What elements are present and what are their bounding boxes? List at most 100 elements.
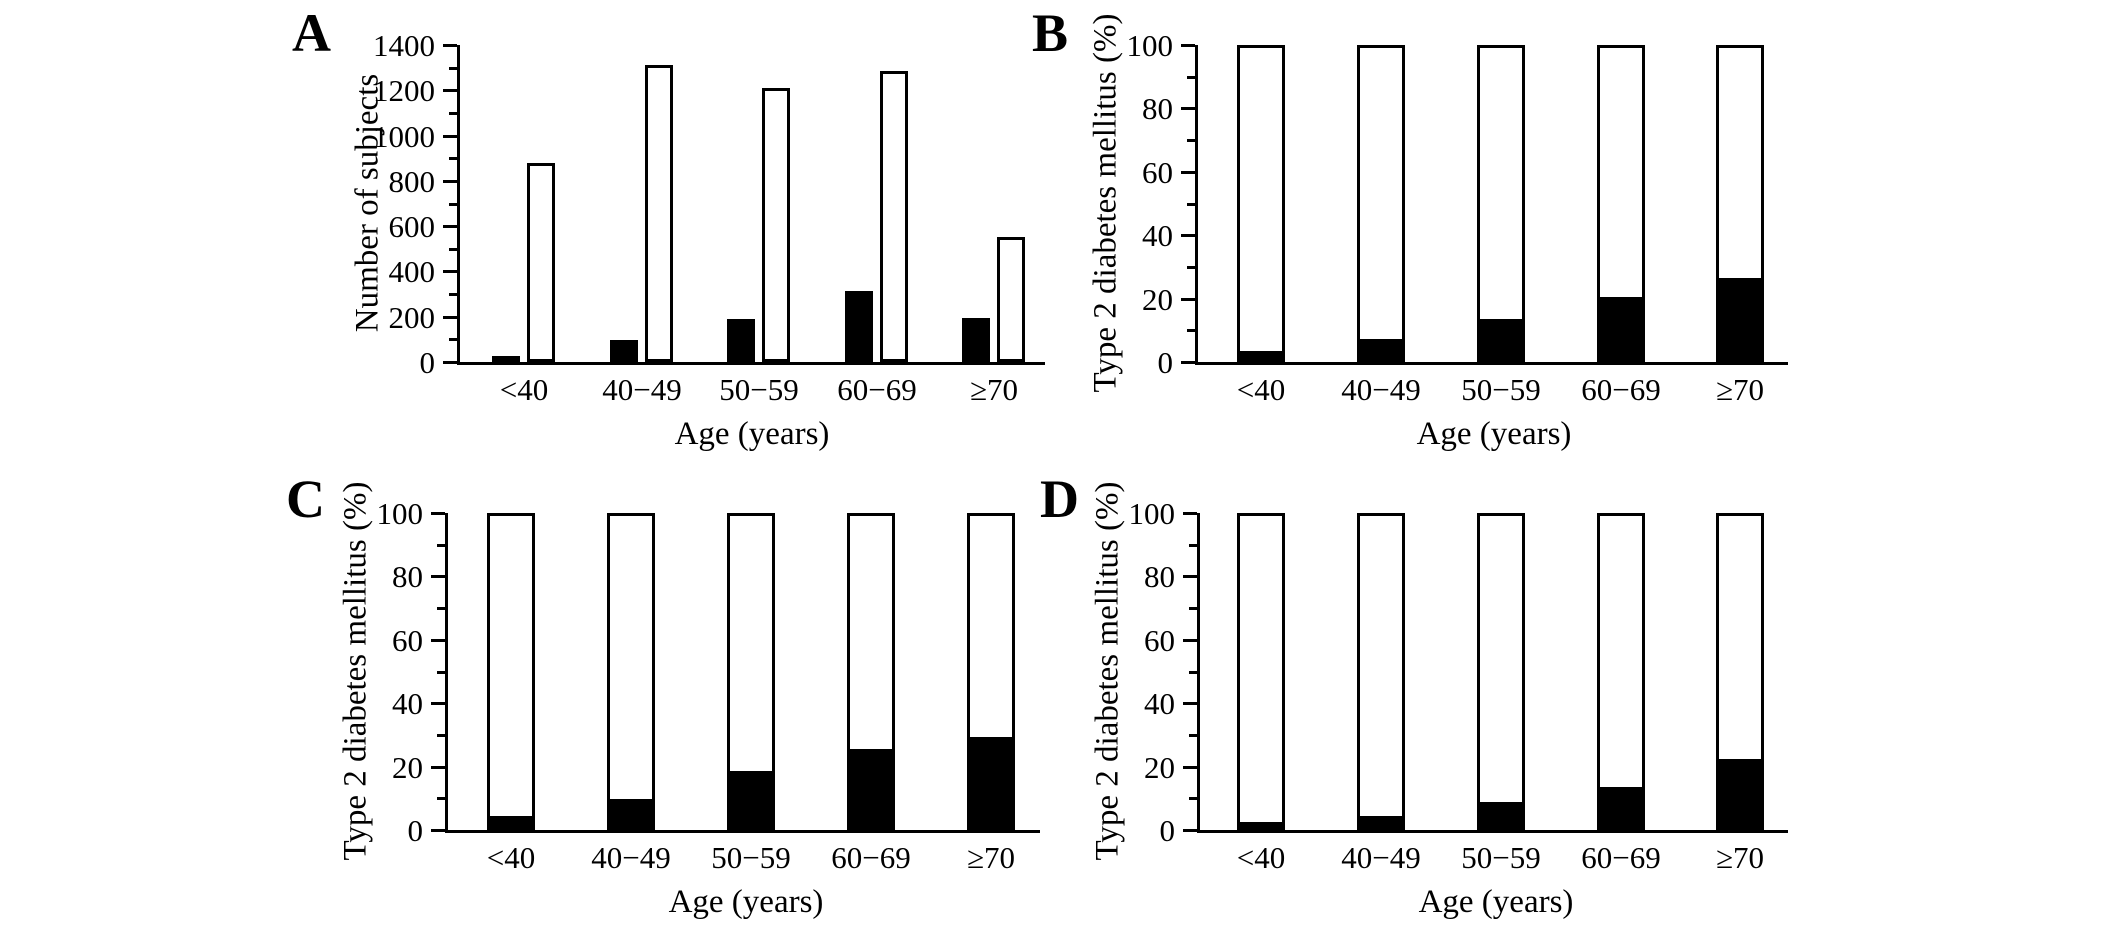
stacked-bar-50−59 [1477,513,1525,830]
y-tick-label: 80 [1142,91,1173,127]
black-segment-≥70 [1719,759,1761,827]
x-tick-label: 40−49 [1341,840,1421,875]
x-tick-label: ≥70 [966,840,1015,875]
y-tick [449,202,457,206]
y-tick-label: 100 [1128,496,1176,531]
black-segment-40−49 [610,799,652,827]
bar-white-40−49 [645,65,673,362]
stacked-bar-60−69 [1597,45,1645,362]
bar-white-60−69 [880,71,908,362]
bar-black-≥70 [962,318,990,362]
y-tick [449,66,457,70]
stacked-bar-40−49 [1357,513,1405,830]
bar-black-<40 [492,356,520,362]
y-tick [443,225,457,229]
black-segment-40−49 [1360,339,1402,359]
y-tick [437,733,445,737]
y-tick [449,111,457,115]
y-tick [437,607,445,611]
panel-d-y-axis [1197,513,1200,833]
black-segment-50−59 [1480,802,1522,827]
panel-c-label: C [286,469,325,529]
y-tick [443,134,457,138]
y-tick-label: 60 [1144,622,1175,658]
bar-black-40−49 [610,340,638,362]
y-tick-label: 200 [388,299,436,335]
y-tick [443,361,457,364]
x-tick-label: 60−69 [1581,840,1661,875]
y-tick [1187,75,1195,79]
y-tick-label: 400 [388,254,436,290]
stacked-bar-60−69 [847,513,895,830]
y-tick [1183,638,1197,642]
black-segment-<40 [1240,351,1282,359]
y-tick [449,293,457,297]
stacked-bar-<40 [487,513,535,830]
stacked-bar-50−59 [727,513,775,830]
stacked-bar-50−59 [1477,45,1525,362]
y-tick [437,543,445,547]
x-tick-label: 40−49 [1341,372,1421,407]
y-tick-label: 20 [392,749,423,785]
y-tick [449,157,457,161]
y-tick [1183,829,1197,832]
y-tick [1183,765,1197,769]
stacked-bar-≥70 [1716,513,1764,830]
x-tick-label: 50−59 [711,840,791,875]
x-tick-label: 60−69 [831,840,911,875]
x-tick-label: 50−59 [1461,840,1541,875]
y-tick [437,670,445,674]
panel-b-x-axis-title: Age (years) [1416,416,1572,452]
panel-a-y-axis [457,45,460,365]
y-tick [1187,139,1195,143]
stacked-bar-≥70 [1716,45,1764,362]
black-segment-<40 [1240,822,1282,827]
y-tick [1189,543,1197,547]
y-tick-label: 1000 [373,118,435,154]
y-tick [443,44,457,47]
x-tick-label: 50−59 [719,372,799,407]
y-tick [431,702,445,706]
y-tick [1183,512,1197,515]
y-tick-label: 0 [407,813,424,848]
x-tick-label: <40 [486,840,536,875]
x-tick-label: ≥70 [1715,372,1764,407]
y-tick [1181,44,1195,47]
y-tick-label: 20 [1144,749,1175,785]
panel-a-label: A [292,3,331,63]
panel-b-y-axis [1195,45,1198,365]
x-tick-label: ≥70 [969,372,1018,407]
y-tick [1187,202,1195,206]
y-tick-label: 40 [1144,686,1175,722]
panel-b-label: B [1032,3,1069,63]
panel-d-x-axis-title: Age (years) [1418,884,1574,920]
y-tick [431,512,445,515]
panel-d-x-axis [1197,830,1788,833]
y-tick-label: 0 [1157,345,1174,380]
y-tick [1183,702,1197,706]
y-tick-label: 60 [392,622,423,658]
black-segment-50−59 [730,771,772,827]
panel-c-x-axis-title: Age (years) [668,884,824,920]
y-tick [431,575,445,579]
panel-a-x-axis [457,362,1045,365]
y-tick [1189,797,1197,801]
stacked-bar-60−69 [1597,513,1645,830]
y-tick-label: 40 [392,686,423,722]
black-segment-≥70 [1719,278,1761,359]
y-tick-label: 1400 [373,28,435,63]
y-tick-label: 0 [419,345,436,380]
black-segment-60−69 [850,749,892,827]
y-tick [443,315,457,319]
panel-c-x-axis [445,830,1040,833]
y-tick [1189,607,1197,611]
bar-black-60−69 [845,291,873,362]
bar-white-50−59 [762,88,790,362]
y-tick [1187,329,1195,333]
x-tick-label: <40 [1236,840,1286,875]
panel-c-y-axis [445,513,448,833]
y-tick [1181,170,1195,174]
